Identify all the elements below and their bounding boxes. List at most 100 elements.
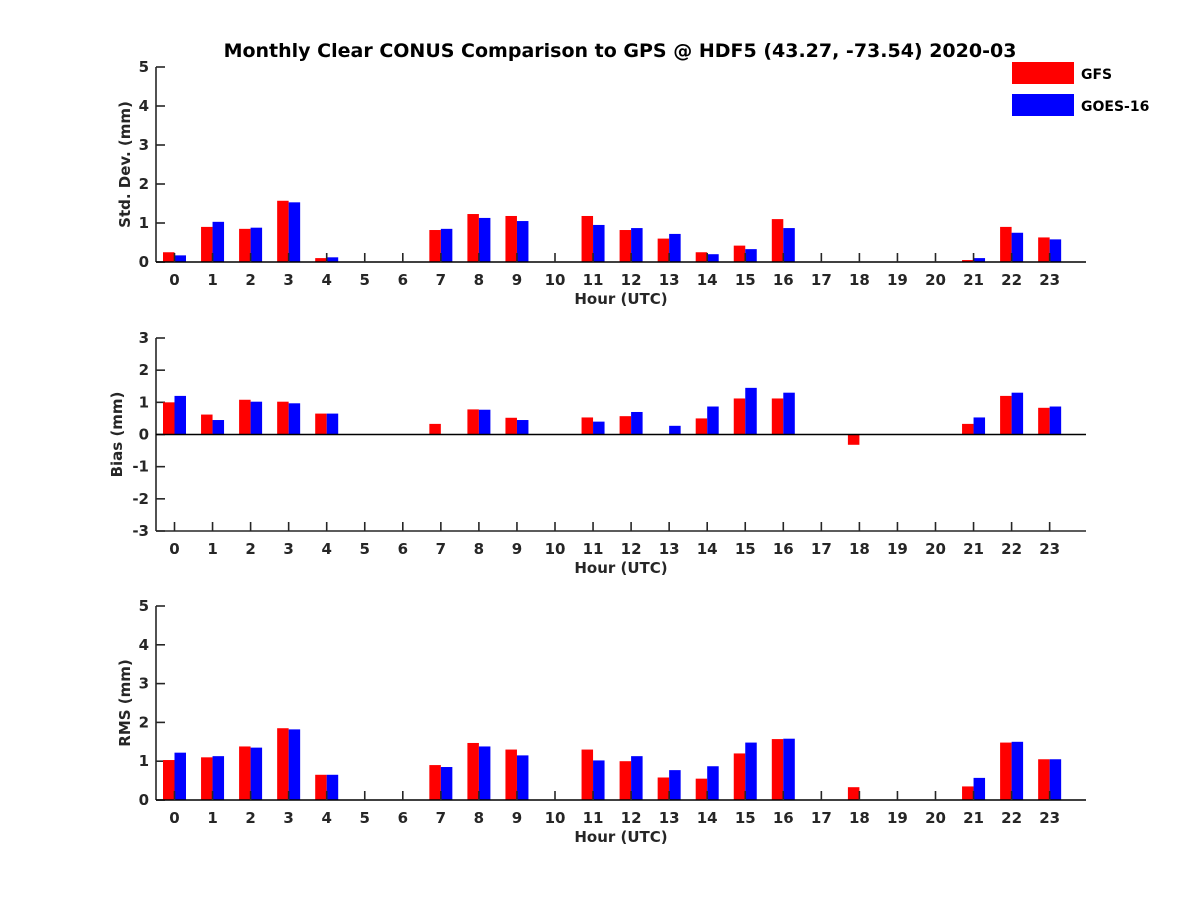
bar-gfs-hour-0	[163, 402, 175, 434]
x-tick-label: 20	[925, 809, 946, 827]
x-tick-label: 2	[245, 540, 255, 558]
y-tick-label: 3	[139, 136, 149, 154]
x-tick-label: 20	[925, 540, 946, 558]
x-tick-label: 18	[849, 271, 870, 289]
bar-gfs-hour-13	[658, 777, 670, 800]
bar-goes-16-hour-11	[593, 225, 605, 262]
x-tick-label: 22	[1001, 809, 1022, 827]
x-tick-label: 19	[887, 271, 908, 289]
bar-goes-16-hour-13	[669, 770, 681, 800]
x-tick-label: 6	[398, 809, 408, 827]
bar-goes-16-hour-8	[479, 218, 491, 262]
y-tick-label: 4	[139, 636, 149, 654]
bar-gfs-hour-8	[467, 409, 479, 434]
x-tick-label: 13	[659, 540, 680, 558]
y-tick-label: 0	[139, 253, 149, 271]
bar-goes-16-hour-1	[213, 756, 225, 800]
bar-goes-16-hour-23	[1050, 407, 1062, 435]
bar-goes-16-hour-9	[517, 221, 529, 262]
bar-goes-16-hour-14	[707, 254, 719, 262]
legend-swatch-gfs	[1012, 62, 1074, 84]
bar-goes-16-hour-22	[1012, 393, 1024, 435]
y-tick-label: -2	[132, 490, 149, 508]
x-tick-label: 10	[545, 540, 566, 558]
x-tick-label: 18	[849, 809, 870, 827]
x-tick-label: 20	[925, 271, 946, 289]
x-tick-label: 10	[545, 809, 566, 827]
bar-gfs-hour-1	[201, 415, 213, 435]
x-tick-label: 14	[697, 809, 718, 827]
x-tick-label: 14	[697, 271, 718, 289]
x-tick-label: 19	[887, 540, 908, 558]
bar-gfs-hour-4	[315, 775, 327, 800]
bar-goes-16-hour-16	[783, 228, 795, 262]
bar-gfs-hour-15	[734, 753, 746, 800]
x-tick-label: 11	[583, 271, 604, 289]
x-axis-label: Hour (UTC)	[574, 559, 667, 577]
bar-goes-16-hour-8	[479, 410, 491, 435]
x-tick-label: 12	[621, 809, 642, 827]
bar-goes-16-hour-12	[631, 412, 643, 435]
bar-gfs-hour-9	[505, 750, 517, 800]
bar-gfs-hour-23	[1038, 759, 1050, 800]
x-tick-label: 7	[436, 271, 446, 289]
bar-gfs-hour-22	[1000, 743, 1012, 800]
bar-gfs-hour-7	[429, 424, 441, 435]
bar-goes-16-hour-15	[745, 743, 757, 800]
bar-gfs-hour-7	[429, 230, 441, 262]
x-tick-label: 3	[283, 271, 293, 289]
bar-gfs-hour-14	[696, 418, 708, 434]
y-tick-label: 1	[139, 752, 149, 770]
bar-gfs-hour-9	[505, 216, 517, 262]
bar-gfs-hour-22	[1000, 396, 1012, 435]
x-tick-label: 19	[887, 809, 908, 827]
x-tick-label: 11	[583, 809, 604, 827]
bar-goes-16-hour-1	[213, 420, 225, 434]
bar-gfs-hour-23	[1038, 408, 1050, 435]
x-tick-label: 21	[963, 540, 984, 558]
bar-goes-16-hour-12	[631, 228, 643, 262]
bar-gfs-hour-11	[582, 750, 594, 800]
y-tick-label: -3	[132, 522, 149, 540]
y-tick-label: 3	[139, 329, 149, 347]
bar-gfs-hour-3	[277, 402, 289, 435]
x-axis-label: Hour (UTC)	[574, 828, 667, 846]
x-tick-label: 12	[621, 271, 642, 289]
x-tick-label: 3	[283, 540, 293, 558]
bar-gfs-hour-2	[239, 746, 251, 800]
bar-gfs-hour-7	[429, 765, 441, 800]
bar-goes-16-hour-13	[669, 234, 681, 262]
y-tick-label: 5	[139, 58, 149, 76]
legend-label-gfs: GFS	[1081, 67, 1112, 83]
bar-gfs-hour-12	[620, 230, 632, 262]
x-tick-label: 16	[773, 271, 794, 289]
x-tick-label: 11	[583, 540, 604, 558]
bar-goes-16-hour-4	[327, 775, 339, 800]
bar-goes-16-hour-21	[974, 417, 986, 434]
x-tick-label: 14	[697, 540, 718, 558]
bar-goes-16-hour-12	[631, 756, 643, 800]
x-tick-label: 1	[207, 809, 217, 827]
bar-goes-16-hour-11	[593, 422, 605, 435]
bar-gfs-hour-2	[239, 229, 251, 262]
bar-gfs-hour-18	[848, 435, 860, 445]
legend-label-goes-16: GOES-16	[1081, 99, 1149, 115]
x-tick-label: 8	[474, 271, 484, 289]
bar-goes-16-hour-2	[251, 228, 263, 262]
x-tick-label: 23	[1039, 540, 1060, 558]
y-tick-label: 1	[139, 214, 149, 232]
x-tick-label: 5	[360, 540, 370, 558]
bar-gfs-hour-16	[772, 398, 784, 434]
bar-gfs-hour-14	[696, 252, 708, 262]
x-tick-label: 4	[321, 809, 331, 827]
x-tick-label: 17	[811, 540, 832, 558]
x-tick-label: 3	[283, 809, 293, 827]
x-tick-label: 16	[773, 540, 794, 558]
bar-goes-16-hour-3	[289, 403, 301, 434]
bar-gfs-hour-16	[772, 739, 784, 800]
x-tick-label: 6	[398, 540, 408, 558]
y-tick-label: 3	[139, 675, 149, 693]
x-tick-label: 16	[773, 809, 794, 827]
x-tick-label: 9	[512, 271, 522, 289]
y-tick-label: 2	[139, 361, 149, 379]
